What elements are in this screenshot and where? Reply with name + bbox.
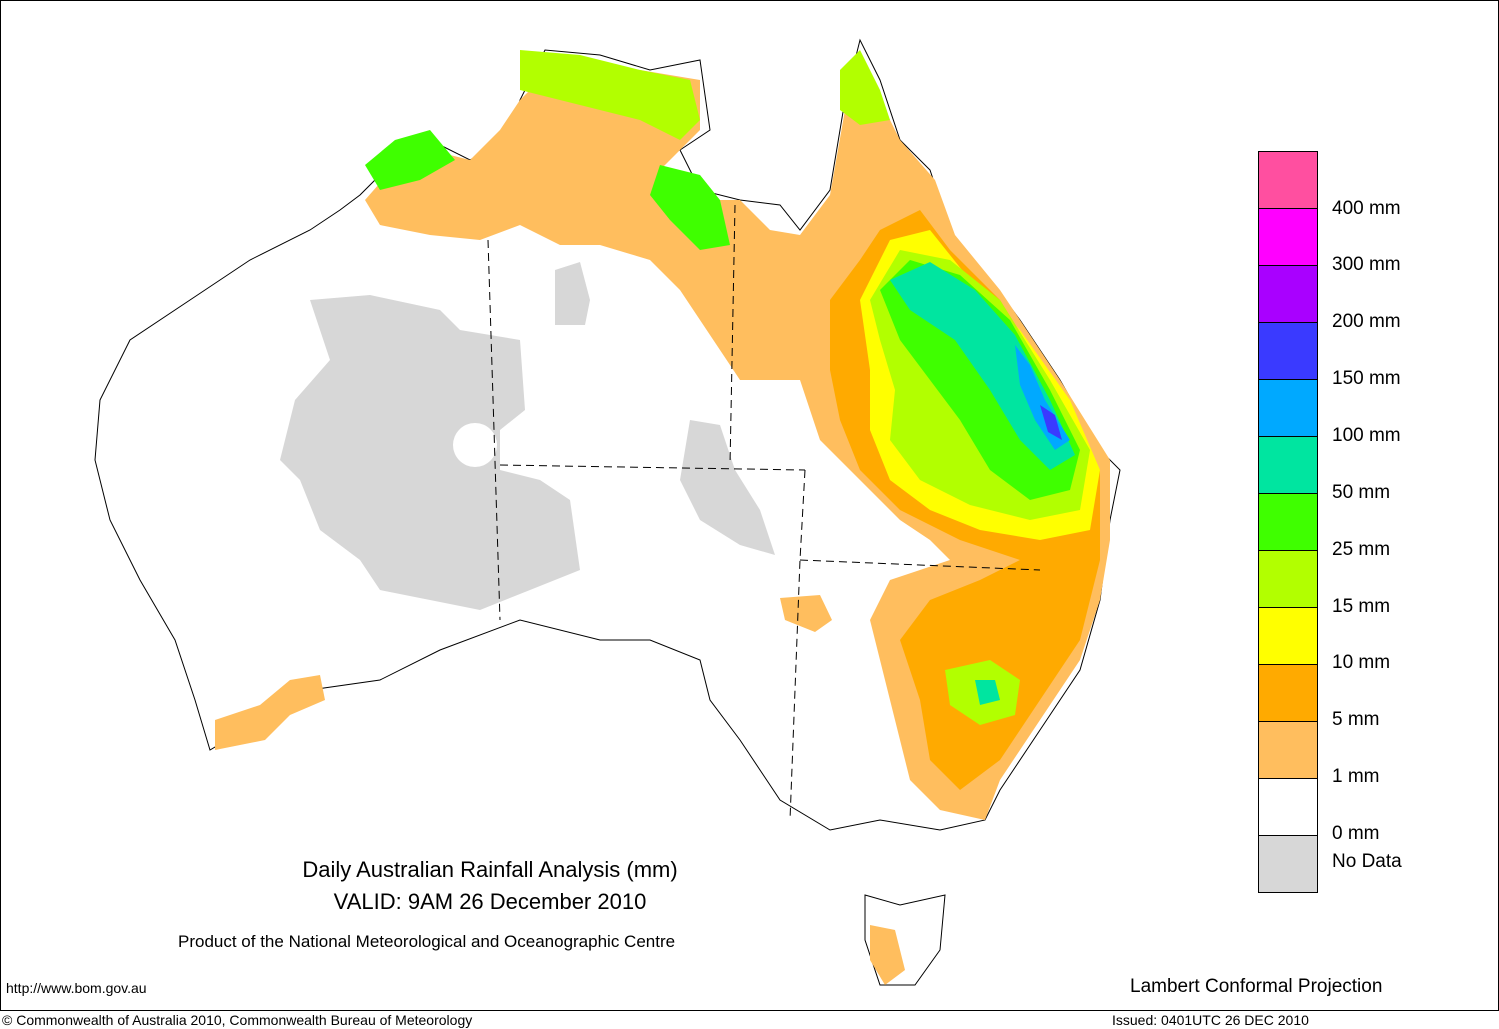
legend-swatch [1258,151,1318,209]
legend-label: No Data [1332,851,1402,872]
rain-nw-green [365,130,455,190]
no-data-hole [453,423,497,467]
source-url[interactable]: http://www.bom.gov.au [6,980,147,996]
legend-label: 400 mm [1332,198,1401,219]
product-credit: Product of the National Meteorological a… [178,932,676,951]
no-data-region-west [280,295,580,610]
rain-north-green [520,50,700,140]
legend-label: 25 mm [1332,539,1391,560]
rain-sw-1mm [215,675,325,750]
no-data-region-north [555,262,590,325]
rain-sa-1mm [780,595,832,632]
copyright-notice: © Commonwealth of Australia 2010, Common… [2,1012,473,1028]
rain-150mm-east [1040,405,1062,440]
rain-cape-green [840,50,890,125]
legend-swatch [1258,779,1318,836]
legend-label: 0 mm [1332,823,1380,844]
legend-swatch [1258,551,1318,608]
map-title: Daily Australian Rainfall Analysis (mm) [302,857,678,882]
legend-label: 5 mm [1332,709,1380,730]
rain-50mm-east [890,262,1075,470]
legend-swatch [1258,266,1318,323]
legend-swatch [1258,608,1318,665]
state-borders [487,204,1041,821]
legend-swatch [1258,722,1318,779]
legend-label: 150 mm [1332,368,1401,389]
rainfall-legend [1258,151,1318,893]
legend-swatch [1258,494,1318,551]
legend-swatch [1258,437,1318,494]
legend-label: 300 mm [1332,254,1401,275]
rain-north-green2 [650,165,730,250]
legend-label: 10 mm [1332,652,1391,673]
legend-swatch [1258,380,1318,437]
issued-time: Issued: 0401UTC 26 DEC 2010 [1112,1012,1309,1028]
legend-label: 15 mm [1332,596,1391,617]
map-validity: VALID: 9AM 26 December 2010 [333,889,647,914]
legend-swatch [1258,323,1318,380]
legend-label: 200 mm [1332,311,1401,332]
legend-swatch [1258,836,1318,893]
no-data-region-central [680,420,775,555]
legend-label: 1 mm [1332,766,1380,787]
rain-tas-1mm [870,925,905,985]
projection-label: Lambert Conformal Projection [1130,976,1383,997]
legend-label: 100 mm [1332,425,1401,446]
legend-swatch [1258,665,1318,722]
legend-label: 50 mm [1332,482,1391,503]
legend-swatch [1258,209,1318,266]
rain-se-teal [975,680,1000,705]
